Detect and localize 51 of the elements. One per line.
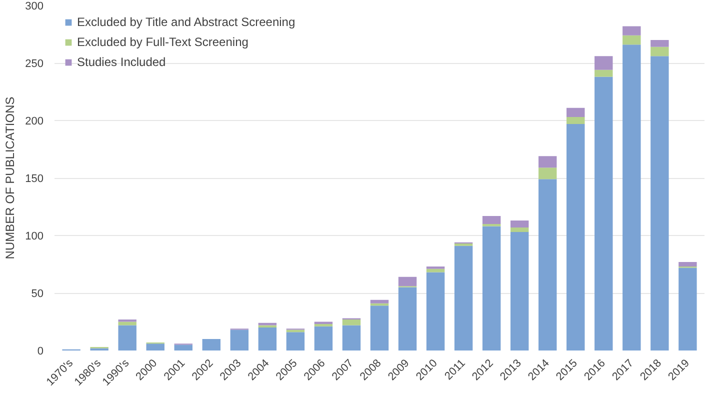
bar (622, 26, 641, 36)
bar (482, 216, 501, 224)
bar (594, 76, 613, 350)
y-tick-label: 100 (25, 230, 44, 242)
bar (566, 124, 585, 350)
bar (258, 328, 277, 350)
bar (510, 220, 529, 228)
bar (510, 232, 529, 350)
bar (622, 35, 641, 45)
y-tick-label: 50 (31, 288, 44, 300)
bar (566, 117, 585, 124)
bar (370, 300, 389, 304)
bar (594, 56, 613, 70)
bar (538, 156, 557, 168)
bar (370, 306, 389, 350)
bar (146, 344, 164, 350)
bar (538, 179, 557, 350)
bar (426, 272, 445, 350)
bar (622, 44, 641, 350)
bar (538, 168, 557, 180)
bar (230, 330, 249, 350)
bar (454, 246, 473, 350)
bar (650, 46, 669, 56)
y-tick-label: 250 (25, 58, 44, 70)
bar (314, 326, 333, 350)
bar (174, 344, 192, 350)
bar (202, 339, 220, 350)
legend-label: Studies Included (77, 55, 166, 69)
bar (342, 325, 361, 350)
legend-label: Excluded by Full-Text Screening (77, 35, 248, 49)
y-tick-label: 150 (25, 173, 44, 185)
y-axis-title: NUMBER OF PUBLICATIONS (3, 96, 18, 260)
bar (118, 325, 136, 350)
bar (566, 108, 585, 118)
bar (594, 70, 613, 77)
bar (510, 227, 529, 232)
bar (426, 268, 445, 272)
y-tick-label: 0 (37, 346, 44, 358)
y-tick-label: 300 (25, 0, 44, 12)
bar (650, 40, 669, 47)
bar (398, 287, 417, 350)
bar (398, 276, 417, 286)
y-tick-label: 200 (25, 116, 44, 128)
legend-label: Excluded by Title and Abstract Screening (77, 15, 296, 29)
bar (650, 56, 669, 350)
bar (286, 332, 305, 350)
bar (482, 226, 501, 350)
bar (118, 319, 136, 322)
bar (678, 262, 697, 267)
bar (678, 268, 697, 350)
bar (342, 319, 361, 326)
